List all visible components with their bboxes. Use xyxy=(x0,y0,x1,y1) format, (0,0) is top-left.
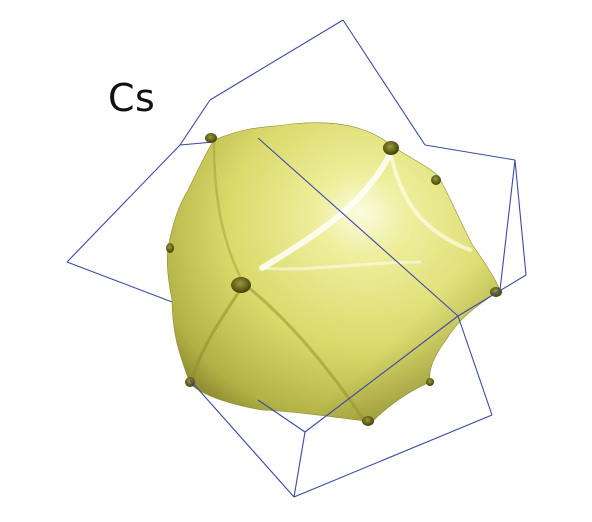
surface-ridge xyxy=(260,260,422,271)
zone-edge xyxy=(209,19,344,101)
zone-edge xyxy=(293,431,306,498)
neck-cap xyxy=(166,243,174,253)
neck-cap xyxy=(185,377,195,387)
zone-edge xyxy=(66,144,181,263)
zone-edge xyxy=(304,315,459,433)
neck-cap xyxy=(383,141,399,155)
zone-edge xyxy=(189,379,295,498)
zone-edge xyxy=(514,159,527,276)
zone-edge xyxy=(257,399,306,433)
zone-edge xyxy=(342,19,426,146)
fermi-surface xyxy=(166,122,502,426)
zone-edge xyxy=(457,315,493,416)
neck-cap xyxy=(205,133,217,143)
zone-edge xyxy=(66,261,181,306)
neck-cap xyxy=(431,175,441,185)
neck-cap xyxy=(231,277,251,293)
surface-ridge xyxy=(388,148,472,252)
zone-edge xyxy=(293,414,493,498)
element-label: Cs xyxy=(108,76,156,120)
zone-edge xyxy=(257,137,459,317)
zone-edge xyxy=(424,144,516,161)
zone-edge xyxy=(179,99,211,146)
zone-edge xyxy=(499,159,516,291)
surface-crease xyxy=(190,282,246,382)
surface-crease xyxy=(242,282,366,422)
surface-crease xyxy=(212,140,246,286)
neck-cap xyxy=(426,378,434,386)
zone-edge xyxy=(457,274,527,317)
brillouin-zone-front-edges xyxy=(189,137,527,498)
neck-cap xyxy=(362,416,374,426)
